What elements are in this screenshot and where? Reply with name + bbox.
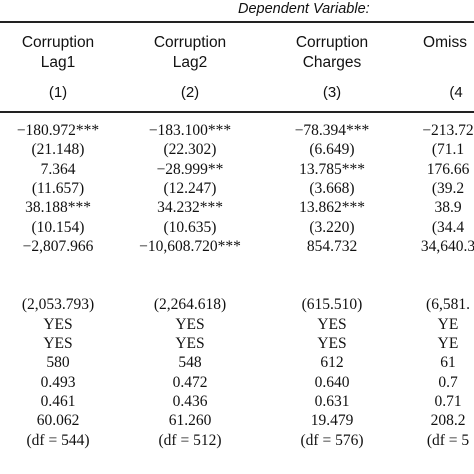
table-row: 60.062 61.260 19.479 208.2 xyxy=(0,412,474,430)
table-cell: 0.436 xyxy=(172,392,208,410)
column-number-4: (4 xyxy=(449,84,463,101)
column-number-2: (2) xyxy=(180,84,200,101)
table-cell: 548 xyxy=(178,354,202,372)
table-cell: (6,581. xyxy=(426,296,470,314)
column-number-1: (1) xyxy=(48,84,68,101)
table-cell: YES xyxy=(175,334,205,352)
table-row: 0.493 0.472 0.640 0.7 xyxy=(0,374,474,392)
table-cell: 38.188*** xyxy=(25,199,91,217)
column-header-2-line1: Corruption xyxy=(153,34,227,51)
table-cell: −28.999** xyxy=(156,160,224,178)
table-cell: −183.100*** xyxy=(148,122,232,139)
column-header-4-line2: Omiss xyxy=(423,34,467,51)
table-cell: (df = 512) xyxy=(158,431,222,449)
table-cell: 0.461 xyxy=(40,392,76,410)
table-cell: (34.4 xyxy=(431,218,465,236)
table-cell: YES xyxy=(317,334,347,352)
table-cell: 13.862*** xyxy=(299,199,365,217)
table-cell: 34.232*** xyxy=(157,199,223,217)
table-cell: (12.247) xyxy=(163,180,217,198)
table-cell: 61 xyxy=(440,354,456,372)
dependent-variable-label: Dependent Variable: xyxy=(238,1,370,17)
table-cell: YES xyxy=(43,334,73,352)
table-row: (21.148) (22.302) (6.649) (71.1 xyxy=(0,141,474,159)
table-row: (10.154) (10.635) (3.220) (34.4 xyxy=(0,219,474,237)
table-cell: (22.302) xyxy=(163,141,217,159)
table-cell: 0.7 xyxy=(438,373,458,391)
table-cell: 0.472 xyxy=(172,373,208,391)
column-header-1-line1: Corruption xyxy=(21,34,95,51)
table-cell: (615.510) xyxy=(301,296,363,314)
table-cell: (10.635) xyxy=(163,218,217,236)
table-row: (df = 544) (df = 512) (df = 576) (df = 5 xyxy=(0,432,474,450)
table-cell: 38.9 xyxy=(434,199,462,217)
table-row: YES YES YES YE xyxy=(0,335,474,353)
table-row: 7.364 −28.999** 13.785*** 176.66 xyxy=(0,161,474,179)
table-cell: 176.66 xyxy=(426,160,470,178)
table-cell: 0.631 xyxy=(314,392,350,410)
top-rule xyxy=(0,21,474,23)
table-cell: 34,640.3 xyxy=(420,238,474,256)
table-cell: YES xyxy=(317,315,347,333)
table-cell: (2,053.793) xyxy=(21,296,95,314)
table-cell: (71.1 xyxy=(431,141,465,159)
column-header-1: Corruption Lag1 xyxy=(22,33,94,73)
column-header-3-line2: Charges xyxy=(302,54,362,71)
table-cell: −213.72 xyxy=(422,122,474,139)
table-cell: −2,807.966 xyxy=(22,238,94,256)
table-cell: YE xyxy=(437,315,459,333)
table-cell: 612 xyxy=(320,354,344,372)
table-cell: 580 xyxy=(46,354,70,372)
table-row: (11.657) (12.247) (3.668) (39.2 xyxy=(0,180,474,198)
column-header-4: Omiss xyxy=(423,33,467,53)
table-row: 38.188*** 34.232*** 13.862*** 38.9 xyxy=(0,199,474,217)
table-cell: 0.640 xyxy=(314,373,350,391)
column-number-3: (3) xyxy=(322,84,342,101)
table-cell: (df = 5 xyxy=(426,431,470,449)
table-row: −180.972*** −183.100*** −78.394*** −213.72 xyxy=(0,122,474,140)
table-cell: 854.732 xyxy=(306,238,358,256)
table-cell: 19.479 xyxy=(310,412,354,430)
table-row: 580 548 612 61 xyxy=(0,354,474,372)
table-row: −2,807.966 −10,608.720*** 854.732 34,640.3 xyxy=(0,238,474,256)
table-row: YES YES YES YE xyxy=(0,316,474,334)
table-cell: 0.493 xyxy=(40,373,76,391)
column-header-2: Corruption Lag2 xyxy=(154,33,226,73)
table-row xyxy=(0,257,474,275)
table-cell: 13.785*** xyxy=(299,160,365,178)
table-cell: YE xyxy=(437,334,459,352)
table-cell: (11.657) xyxy=(31,180,85,198)
table-cell: YES xyxy=(43,315,73,333)
table-cell: YES xyxy=(175,315,205,333)
table-cell: (3.220) xyxy=(309,218,355,236)
table-row: (2,053.793) (2,264.618) (615.510) (6,581. xyxy=(0,296,474,314)
header-rule xyxy=(0,111,474,113)
column-header-3-line1: Corruption xyxy=(295,34,369,51)
table-cell: (3.668) xyxy=(309,180,355,198)
table-cell: 60.062 xyxy=(36,412,80,430)
table-cell: −180.972*** xyxy=(16,122,100,139)
table-row xyxy=(0,277,474,295)
table-cell: 208.2 xyxy=(430,412,466,430)
table-cell: −10,608.720*** xyxy=(139,238,241,256)
column-header-1-line2: Lag1 xyxy=(40,54,76,71)
column-header-2-line2: Lag2 xyxy=(172,54,208,71)
table-cell: 7.364 xyxy=(40,160,76,178)
table-cell: 61.260 xyxy=(168,412,212,430)
table-cell: (10.154) xyxy=(31,218,85,236)
table-cell: (df = 544) xyxy=(26,431,90,449)
table-row: 0.461 0.436 0.631 0.71 xyxy=(0,393,474,411)
table-cell: (39.2 xyxy=(431,180,465,198)
column-header-3: Corruption Charges xyxy=(296,33,368,73)
table-cell: (21.148) xyxy=(31,141,85,159)
table-cell: −78.394*** xyxy=(294,122,370,139)
table-cell: (df = 576) xyxy=(300,431,364,449)
table-cell: (6.649) xyxy=(309,141,355,159)
table-cell: 0.71 xyxy=(434,392,462,410)
table-cell: (2,264.618) xyxy=(153,296,227,314)
